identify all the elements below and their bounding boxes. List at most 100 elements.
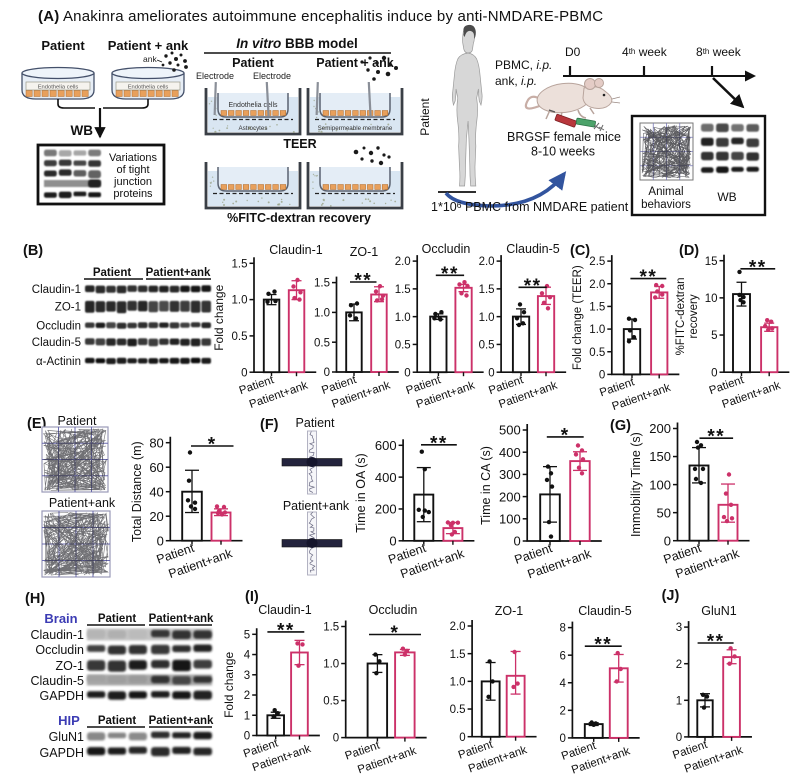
svg-text:4: 4 [559, 678, 566, 690]
svg-text:Fold change: Fold change [222, 652, 236, 718]
svg-text:**: ** [430, 433, 448, 454]
svg-text:200: 200 [649, 421, 671, 436]
svg-text:2: 2 [559, 705, 565, 717]
svg-text:Endothelia cells: Endothelia cells [228, 102, 278, 109]
svg-text:HIP: HIP [58, 713, 80, 728]
svg-text:1.0: 1.0 [395, 312, 411, 324]
svg-text:Patient: Patient [232, 56, 275, 70]
svg-text:5: 5 [244, 629, 250, 641]
svg-text:In vitro BBB model: In vitro BBB model [236, 36, 358, 51]
svg-text:Time in CA (s): Time in CA (s) [479, 446, 493, 525]
svg-text:Patient + ank: Patient + ank [108, 38, 189, 53]
svg-text:**: ** [639, 267, 657, 288]
svg-text:Total Distance (m): Total Distance (m) [130, 441, 144, 542]
svg-text:Electrode: Electrode [196, 71, 234, 81]
svg-text:Variations: Variations [109, 152, 158, 164]
svg-text:(D): (D) [679, 243, 699, 259]
svg-text:D0: D0 [565, 45, 581, 59]
svg-text:1.0: 1.0 [323, 659, 339, 671]
svg-text:10: 10 [705, 293, 718, 305]
svg-text:Patient: Patient [418, 98, 432, 136]
svg-text:0: 0 [559, 733, 565, 745]
svg-text:Time in OA (s): Time in OA (s) [354, 453, 368, 532]
svg-text:GluN1: GluN1 [49, 730, 84, 744]
svg-text:Occludin: Occludin [422, 242, 471, 256]
svg-text:0: 0 [711, 367, 717, 379]
svg-text:Claudin-5: Claudin-5 [578, 604, 632, 618]
svg-text:8: 8 [559, 623, 565, 635]
svg-text:1.5: 1.5 [323, 622, 339, 634]
svg-text:400: 400 [499, 445, 521, 460]
svg-text:50: 50 [657, 505, 671, 520]
svg-text:0: 0 [513, 534, 520, 549]
svg-text:recovery: recovery [688, 294, 700, 338]
svg-text:1.5: 1.5 [314, 278, 330, 290]
svg-text:0: 0 [676, 732, 682, 744]
svg-text:(B): (B) [23, 243, 43, 259]
svg-text:WB: WB [717, 190, 736, 204]
svg-text:Claudin-5: Claudin-5 [30, 674, 84, 688]
svg-text:4: 4 [244, 650, 251, 662]
svg-text:Animal: Animal [648, 186, 683, 198]
svg-text:1: 1 [244, 710, 250, 722]
svg-text:8-10 weeks: 8-10 weeks [531, 145, 595, 159]
svg-text:proteins: proteins [113, 188, 153, 200]
svg-text:ZO-1: ZO-1 [350, 245, 379, 259]
svg-text:200: 200 [375, 502, 397, 517]
svg-text:0.5: 0.5 [395, 340, 411, 352]
svg-text:**: ** [441, 264, 459, 285]
svg-text:Occludin: Occludin [369, 603, 418, 617]
svg-text:0.5: 0.5 [232, 331, 248, 343]
svg-text:40: 40 [149, 484, 163, 499]
svg-text:Patient: Patient [93, 267, 132, 279]
svg-text:0.5: 0.5 [479, 340, 495, 352]
svg-text:4th week: 4th week [622, 45, 668, 59]
svg-text:0: 0 [333, 733, 339, 745]
svg-text:500: 500 [499, 423, 521, 438]
svg-text:150: 150 [649, 449, 671, 464]
svg-text:of tight: of tight [116, 164, 149, 176]
svg-text:1.5: 1.5 [589, 302, 605, 314]
svg-text:PBMC, i.p.: PBMC, i.p. [495, 58, 552, 72]
svg-text:20: 20 [149, 509, 163, 524]
svg-text:Claudin-1: Claudin-1 [269, 243, 323, 257]
svg-text:Semipermeable membrane: Semipermeable membrane [318, 125, 393, 132]
svg-text:2.5: 2.5 [589, 256, 605, 268]
svg-text:3: 3 [244, 670, 250, 682]
svg-text:60: 60 [149, 460, 163, 475]
svg-text:Patient+ank: Patient+ank [283, 499, 350, 513]
svg-text:GAPDH: GAPDH [40, 746, 84, 760]
svg-text:6: 6 [559, 650, 565, 662]
svg-text:GAPDH: GAPDH [40, 689, 84, 703]
svg-text:Patient: Patient [41, 38, 85, 53]
svg-text:junction: junction [113, 176, 152, 188]
svg-text:Patient: Patient [296, 416, 335, 430]
svg-text:0: 0 [459, 732, 465, 744]
svg-text:1.5: 1.5 [395, 284, 411, 296]
svg-text:Patient+ank: Patient+ank [149, 613, 214, 625]
svg-text:1.5: 1.5 [232, 258, 248, 270]
svg-text:8th week: 8th week [696, 45, 742, 59]
svg-text:1.0: 1.0 [479, 312, 495, 324]
svg-text:100: 100 [499, 511, 521, 526]
svg-text:0: 0 [664, 533, 671, 548]
svg-text:Occludin: Occludin [35, 643, 84, 657]
svg-text:ank: ank [143, 54, 157, 64]
svg-text:α-Actinin: α-Actinin [36, 356, 81, 368]
svg-text:GluN1: GluN1 [701, 604, 736, 618]
svg-text:**: ** [707, 632, 725, 653]
svg-text:1.5: 1.5 [450, 649, 466, 661]
svg-text:Claudin-5: Claudin-5 [506, 242, 560, 256]
svg-text:0: 0 [404, 367, 410, 379]
svg-text:Patient + ank: Patient + ank [316, 56, 394, 70]
svg-text:**: ** [354, 271, 372, 292]
svg-text:0.5: 0.5 [589, 347, 605, 359]
svg-text:*: * [208, 435, 217, 456]
svg-text:Patient+ank: Patient+ank [146, 267, 211, 279]
svg-text:2.0: 2.0 [395, 256, 411, 268]
svg-text:Claudin-1: Claudin-1 [258, 603, 312, 617]
svg-text:2.0: 2.0 [589, 279, 605, 291]
svg-text:(C): (C) [570, 243, 590, 259]
svg-text:3: 3 [676, 622, 682, 634]
svg-text:Patient+ank: Patient+ank [149, 715, 214, 727]
